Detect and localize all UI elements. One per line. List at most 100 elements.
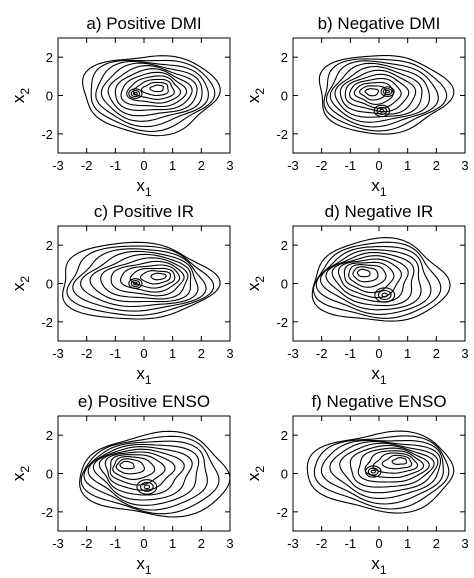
y-tick-label: -2 <box>276 315 288 330</box>
x-tick-label: 1 <box>169 158 176 173</box>
contour-line <box>72 248 207 312</box>
x-tick-label: 1 <box>169 346 176 361</box>
contour-line <box>109 454 166 486</box>
x-tick-label: 2 <box>198 346 205 361</box>
panel-2: b) Negative DMI -3 -2 -1 0 1 2 3 -2 0 2 x1 x2 <box>244 14 469 199</box>
x-tick-label: -1 <box>110 536 122 551</box>
panel-title: c) Positive IR <box>94 202 194 221</box>
y-tick-label: -2 <box>41 505 53 520</box>
contour-lines <box>311 237 451 322</box>
contour-line <box>320 439 444 505</box>
y-tick-label: 0 <box>281 467 288 482</box>
contour-line <box>129 267 176 289</box>
contour-line <box>391 457 407 465</box>
y-axis-label: x2 <box>244 466 267 482</box>
contour-line <box>133 281 138 286</box>
x-tick-label: -1 <box>345 536 357 551</box>
contour-line <box>66 245 215 316</box>
x-tick-label: 0 <box>375 158 382 173</box>
contour-line <box>376 106 388 115</box>
contour-line <box>359 85 387 101</box>
contour-line <box>365 465 382 478</box>
contour-line <box>353 81 394 105</box>
y-tick-label: 0 <box>46 89 53 104</box>
x-axis-label: x1 <box>136 554 152 577</box>
contour-line <box>130 279 141 288</box>
contour-line <box>380 86 395 98</box>
contour-line <box>374 287 396 303</box>
x-tick-label: -3 <box>52 536 64 551</box>
contour-line <box>149 84 164 93</box>
y-tick-label: 0 <box>281 277 288 292</box>
contour-line <box>92 446 193 501</box>
panel-3: c) Positive IR -3 -2 -1 0 1 2 3 -2 0 2 x1 x2 <box>9 202 234 387</box>
contour-line <box>120 264 181 293</box>
contour-lines <box>82 55 221 137</box>
x-tick-label: -2 <box>81 346 93 361</box>
contour-line <box>139 270 171 285</box>
x-tick-label: -3 <box>52 158 64 173</box>
x-tick-label: -1 <box>110 158 122 173</box>
panel-4: d) Negative IR -3 -2 -1 0 1 2 3 -2 0 2 x1 x2 <box>244 202 469 387</box>
x-tick-label: -2 <box>81 536 93 551</box>
contour-line <box>357 447 430 483</box>
contour-line <box>115 458 145 475</box>
x-tick-label: 0 <box>375 346 382 361</box>
contour-line <box>348 264 387 288</box>
contour-line <box>104 451 176 491</box>
x-axis-label: x1 <box>136 364 152 387</box>
x-tick-label: 1 <box>404 158 411 173</box>
y-tick-label: 0 <box>46 467 53 482</box>
contour-lines <box>318 54 455 135</box>
contour-line <box>312 241 442 319</box>
contour-line <box>79 430 230 518</box>
panel-1: a) Positive DMI -3 -2 -1 0 1 2 3 -2 0 2 x1 x2 <box>9 14 234 199</box>
contour-line <box>80 250 199 308</box>
contour-lines <box>62 241 221 320</box>
x-tick-label: 3 <box>461 536 468 551</box>
y-tick-label: 2 <box>46 50 53 65</box>
contour-line <box>89 253 192 303</box>
contour-line <box>318 54 455 135</box>
contour-line <box>329 62 431 123</box>
contour-line <box>82 55 221 137</box>
panel-title: d) Negative IR <box>325 202 434 221</box>
contour-line <box>356 268 371 278</box>
x-tick-label: 1 <box>404 536 411 551</box>
contour-line <box>319 249 422 311</box>
x-tick-label: -1 <box>110 346 122 361</box>
contour-line <box>126 75 182 104</box>
contour-line <box>80 435 220 515</box>
contour-line <box>98 448 185 496</box>
x-tick-label: 3 <box>461 346 468 361</box>
contour-line <box>311 237 451 322</box>
contour-line <box>112 455 156 480</box>
panel-title: a) Positive DMI <box>86 14 201 33</box>
y-axis-label: x2 <box>244 276 267 292</box>
contour-line <box>381 454 413 470</box>
y-tick-label: 2 <box>281 428 288 443</box>
contour-line <box>372 452 419 474</box>
contour-line <box>325 60 439 128</box>
contour-lines <box>306 430 455 514</box>
contour-line <box>62 241 221 320</box>
x-tick-label: -3 <box>52 346 64 361</box>
contour-line <box>143 484 151 490</box>
contour-line <box>370 469 376 474</box>
contour-line <box>382 88 393 96</box>
y-tick-label: -2 <box>276 505 288 520</box>
x-tick-label: 0 <box>140 346 147 361</box>
x-tick-label: -3 <box>287 158 299 173</box>
y-tick-label: 0 <box>281 89 288 104</box>
contour-line <box>133 91 138 96</box>
panel-title: e) Positive ENSO <box>78 392 210 411</box>
panel-title: f) Negative ENSO <box>311 392 446 411</box>
x-tick-label: 3 <box>226 346 233 361</box>
x-tick-label: -2 <box>316 346 328 361</box>
contour-line <box>331 255 409 303</box>
x-tick-label: 2 <box>198 158 205 173</box>
contour-line <box>128 278 143 289</box>
contour-line <box>352 266 379 283</box>
contour-line <box>329 440 442 499</box>
